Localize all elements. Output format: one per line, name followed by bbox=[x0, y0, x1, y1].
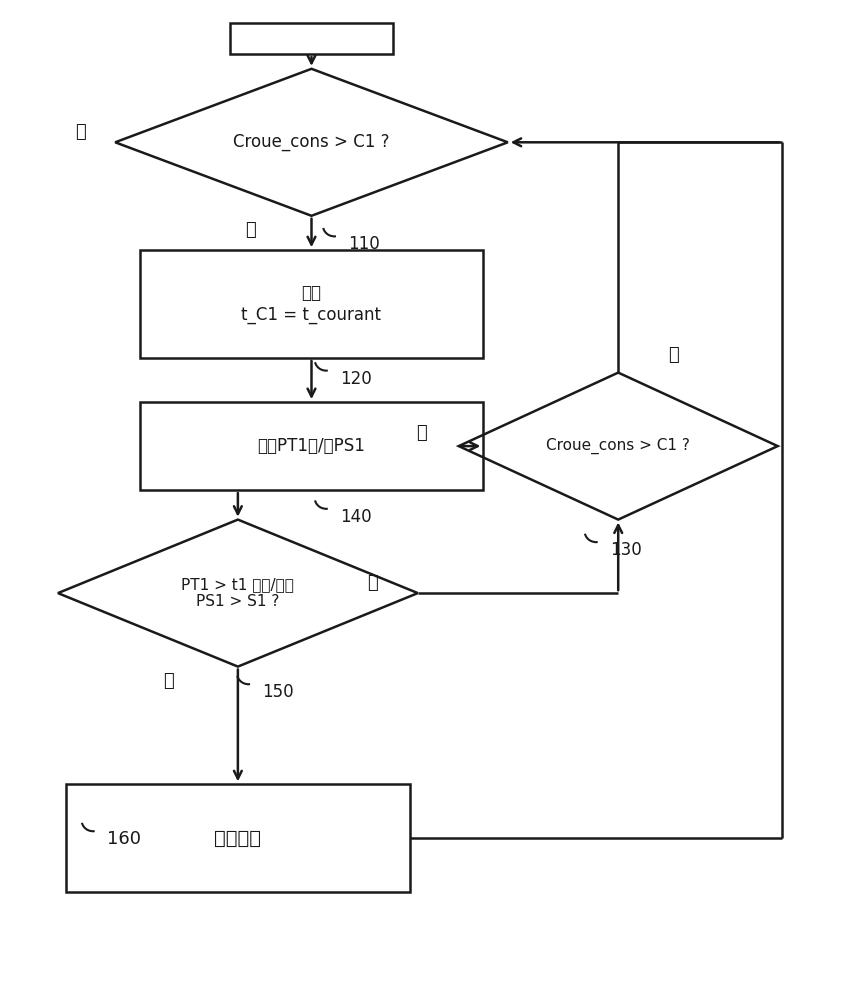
Bar bbox=[230, 23, 394, 54]
Text: 130: 130 bbox=[610, 541, 642, 559]
Text: 140: 140 bbox=[340, 508, 371, 526]
Bar bbox=[140, 250, 483, 358]
Text: 计算PT1和/或PS1: 计算PT1和/或PS1 bbox=[257, 437, 366, 455]
Text: 150: 150 bbox=[262, 683, 294, 701]
Text: 否: 否 bbox=[668, 346, 678, 364]
Bar bbox=[66, 784, 410, 892]
Text: 否: 否 bbox=[75, 123, 85, 141]
Text: 110: 110 bbox=[348, 235, 380, 253]
Text: Croue_cons > C1 ?: Croue_cons > C1 ? bbox=[233, 133, 389, 151]
Text: 允许联结: 允许联结 bbox=[215, 829, 262, 848]
Text: 确定
t_C1 = t_courant: 确定 t_C1 = t_courant bbox=[241, 284, 382, 324]
Text: 120: 120 bbox=[340, 370, 371, 388]
Text: Croue_cons > C1 ?: Croue_cons > C1 ? bbox=[546, 438, 690, 454]
Text: PT1 > t1 以及/或者
PS1 > S1 ?: PT1 > t1 以及/或者 PS1 > S1 ? bbox=[181, 577, 294, 609]
Text: 是: 是 bbox=[245, 222, 256, 239]
Bar bbox=[140, 402, 483, 490]
Text: 否: 否 bbox=[367, 574, 378, 592]
Text: 是: 是 bbox=[417, 424, 428, 442]
Text: 160: 160 bbox=[107, 830, 141, 848]
Text: 是: 是 bbox=[163, 672, 174, 690]
